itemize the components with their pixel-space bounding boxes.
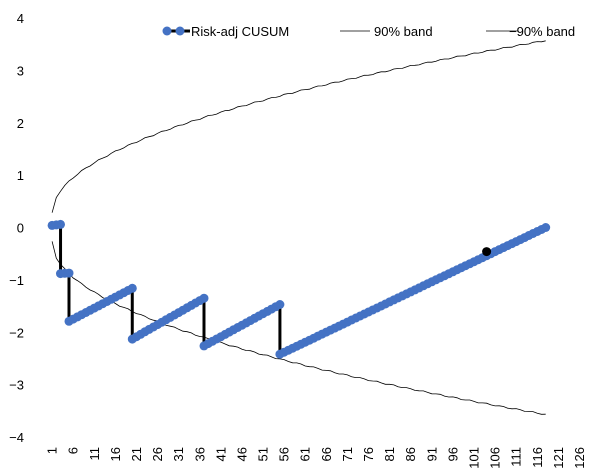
x-tick-label: 86: [403, 447, 418, 461]
band-lines: [51, 40, 546, 415]
cusum-point: [127, 283, 137, 293]
y-tick-labels: 4 3 2 1 0 −1 −2 −3 −4: [9, 11, 24, 445]
x-tick-label: 126: [572, 447, 587, 469]
x-tick-label: 1: [45, 447, 60, 454]
cusum-points: [47, 219, 551, 359]
legend: Risk-adj CUSUM 90% band −90% band: [162, 24, 575, 39]
x-tick-label: 121: [551, 447, 566, 469]
y-tick-label: −3: [9, 378, 24, 393]
lower-band-line: [51, 241, 546, 415]
y-tick-label: 1: [17, 168, 24, 183]
cusum-point: [199, 293, 209, 303]
legend-neg-band-label: −90% band: [509, 24, 575, 39]
x-tick-label: 76: [361, 447, 376, 461]
x-tick-label: 61: [298, 447, 313, 461]
x-tick-label: 26: [150, 447, 165, 461]
x-tick-label: 101: [467, 447, 482, 469]
x-tick-label: 51: [256, 447, 271, 461]
cusum-point: [541, 223, 551, 232]
legend-cusum-marker-left: [162, 26, 172, 36]
x-tick-label: 66: [319, 447, 334, 461]
x-tick-label: 116: [530, 447, 545, 468]
x-tick-label: 21: [129, 447, 144, 461]
x-tick-label: 71: [340, 447, 355, 461]
x-tick-label: 111: [509, 447, 524, 467]
y-tick-label: 0: [17, 221, 24, 236]
y-tick-label: −4: [9, 430, 24, 445]
x-tick-label: 81: [382, 447, 397, 461]
cusum-point: [64, 268, 74, 278]
cusum-highlight-point: [482, 247, 492, 257]
cusum-point: [275, 300, 285, 309]
legend-cusum-marker-right: [175, 26, 185, 36]
y-tick-label: −2: [9, 325, 24, 340]
y-tick-label: 4: [17, 11, 24, 26]
cusum-point: [56, 219, 65, 229]
x-tick-label: 36: [192, 447, 207, 461]
legend-band-label: 90% band: [374, 24, 433, 39]
x-tick-label: 11: [87, 447, 102, 461]
x-tick-labels: 1 6 11 16 21 26 31 36 41 46 51 56 61 66 71 76 81 86 91 96 10…: [45, 447, 587, 469]
x-tick-label: 46: [235, 447, 250, 461]
upper-band-line: [51, 40, 546, 213]
x-tick-label: 56: [277, 447, 292, 461]
y-tick-label: −1: [9, 273, 24, 288]
x-tick-label: 16: [108, 447, 123, 461]
cusum-jump-lines: [59, 224, 282, 355]
y-tick-label: 2: [17, 116, 24, 131]
y-tick-label: 3: [17, 63, 24, 78]
x-tick-label: 96: [445, 447, 460, 461]
x-tick-label: 91: [424, 447, 439, 461]
legend-cusum-label: Risk-adj CUSUM: [191, 24, 289, 39]
x-tick-label: 6: [66, 447, 81, 454]
x-tick-label: 31: [171, 447, 186, 461]
x-tick-label: 41: [213, 447, 228, 461]
x-tick-label: 106: [488, 447, 503, 469]
